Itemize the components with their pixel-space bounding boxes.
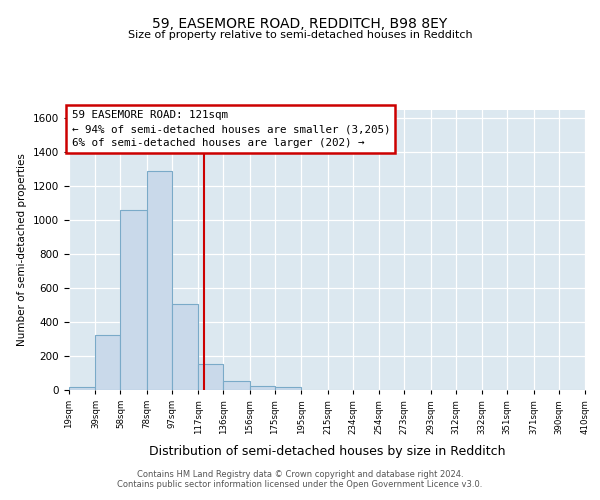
Bar [223, 380, 250, 390]
Text: 59, EASEMORE ROAD, REDDITCH, B98 8EY: 59, EASEMORE ROAD, REDDITCH, B98 8EY [152, 18, 448, 32]
Text: Size of property relative to semi-detached houses in Redditch: Size of property relative to semi-detach… [128, 30, 472, 40]
Text: Contains HM Land Registry data © Crown copyright and database right 2024.: Contains HM Land Registry data © Crown c… [137, 470, 463, 479]
Bar [147, 171, 172, 390]
Text: Contains public sector information licensed under the Open Government Licence v3: Contains public sector information licen… [118, 480, 482, 489]
Text: 59 EASEMORE ROAD: 121sqm
← 94% of semi-detached houses are smaller (3,205)
6% of: 59 EASEMORE ROAD: 121sqm ← 94% of semi-d… [71, 110, 390, 148]
Bar [250, 386, 275, 390]
Bar [95, 335, 121, 390]
Bar [121, 210, 147, 390]
Bar [172, 304, 199, 390]
Bar [275, 388, 301, 390]
Y-axis label: Number of semi-detached properties: Number of semi-detached properties [17, 154, 28, 346]
Bar [199, 364, 223, 390]
Bar [69, 388, 95, 390]
X-axis label: Distribution of semi-detached houses by size in Redditch: Distribution of semi-detached houses by … [149, 445, 505, 458]
